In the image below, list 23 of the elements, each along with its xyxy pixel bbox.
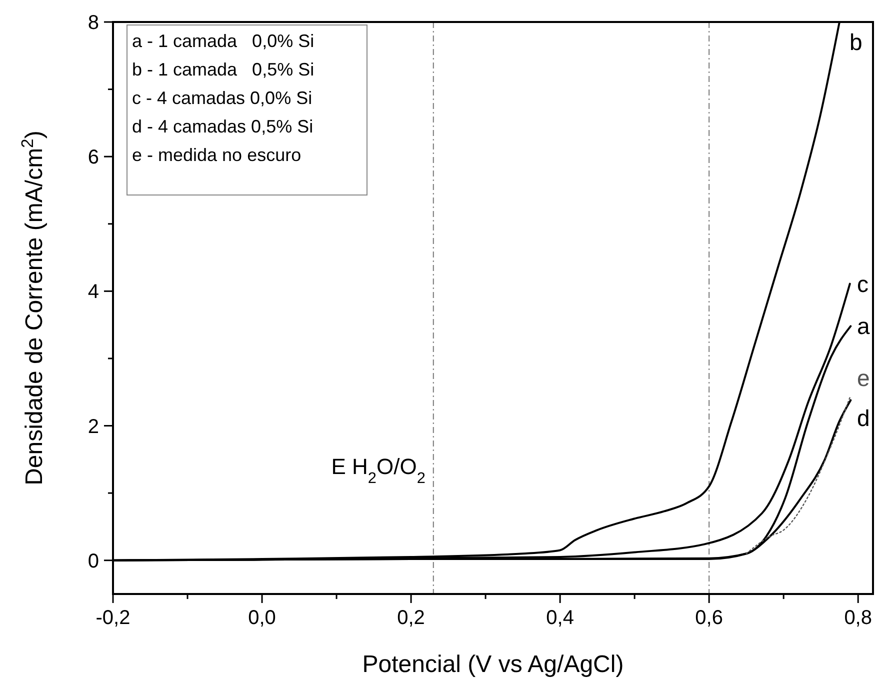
series-label: d (857, 404, 870, 431)
y-tick-label: 2 (88, 416, 99, 438)
x-tick-label: 0,2 (397, 607, 425, 629)
ref-line-label: E H$_{2}$O/O$_{2}$ (331, 454, 426, 486)
y-tick-label: 8 (88, 12, 99, 34)
annotation: c - 4 camadas 0,0% Si (132, 88, 312, 108)
y-tick-label: 0 (88, 550, 99, 572)
x-tick-label: 0,4 (546, 607, 574, 629)
x-tick-label: -0,2 (96, 607, 130, 629)
series-label: a (857, 313, 870, 340)
annotation: e - medida no escuro (132, 145, 302, 165)
x-tick-label: 0,0 (248, 607, 276, 629)
annotation: b - 1 camada 0,5% Si (132, 60, 314, 80)
x-axis-title: Potencial (V vs Ag/AgCl) (362, 651, 624, 678)
y-tick-label: 6 (88, 146, 99, 169)
y-tick-label: 4 (88, 281, 99, 304)
x-tick-label: 0,6 (695, 607, 723, 629)
annotation: a - 1 camada 0,0% Si (132, 31, 314, 51)
x-tick-label: 0,8 (844, 607, 872, 629)
annotation: d - 4 camadas 0,5% Si (132, 116, 314, 136)
series-label: c (857, 270, 868, 297)
series-label: e (857, 364, 870, 391)
series-label: b (849, 29, 862, 56)
